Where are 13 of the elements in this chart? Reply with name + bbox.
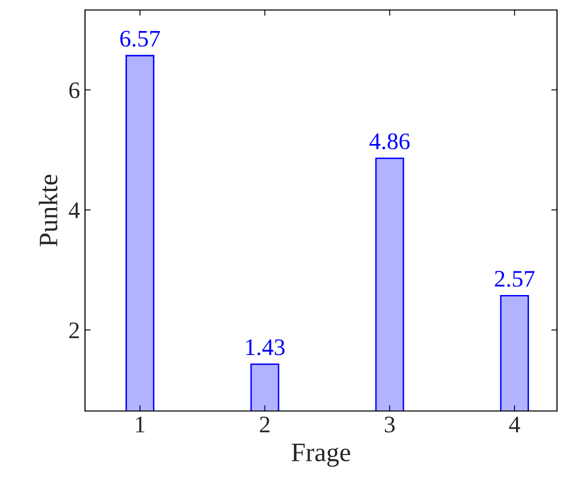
x-tick-label: 4 [509, 416, 520, 432]
y-tick-label: 6 [69, 82, 80, 98]
x-axis-title: Frage [292, 444, 350, 467]
x-tick-label: 1 [136, 416, 144, 432]
y-axis-title: Punkte [38, 174, 58, 246]
x-tick-label: 2 [260, 416, 270, 432]
data-label: 1.43 [246, 339, 285, 356]
data-label: 6.57 [120, 30, 160, 47]
x-tick-label: 3 [384, 416, 395, 432]
y-tick-label: 4 [68, 202, 80, 218]
data-label: 4.86 [369, 133, 410, 150]
data-label: 2.57 [494, 270, 535, 287]
y-tick-label: 2 [69, 322, 79, 338]
